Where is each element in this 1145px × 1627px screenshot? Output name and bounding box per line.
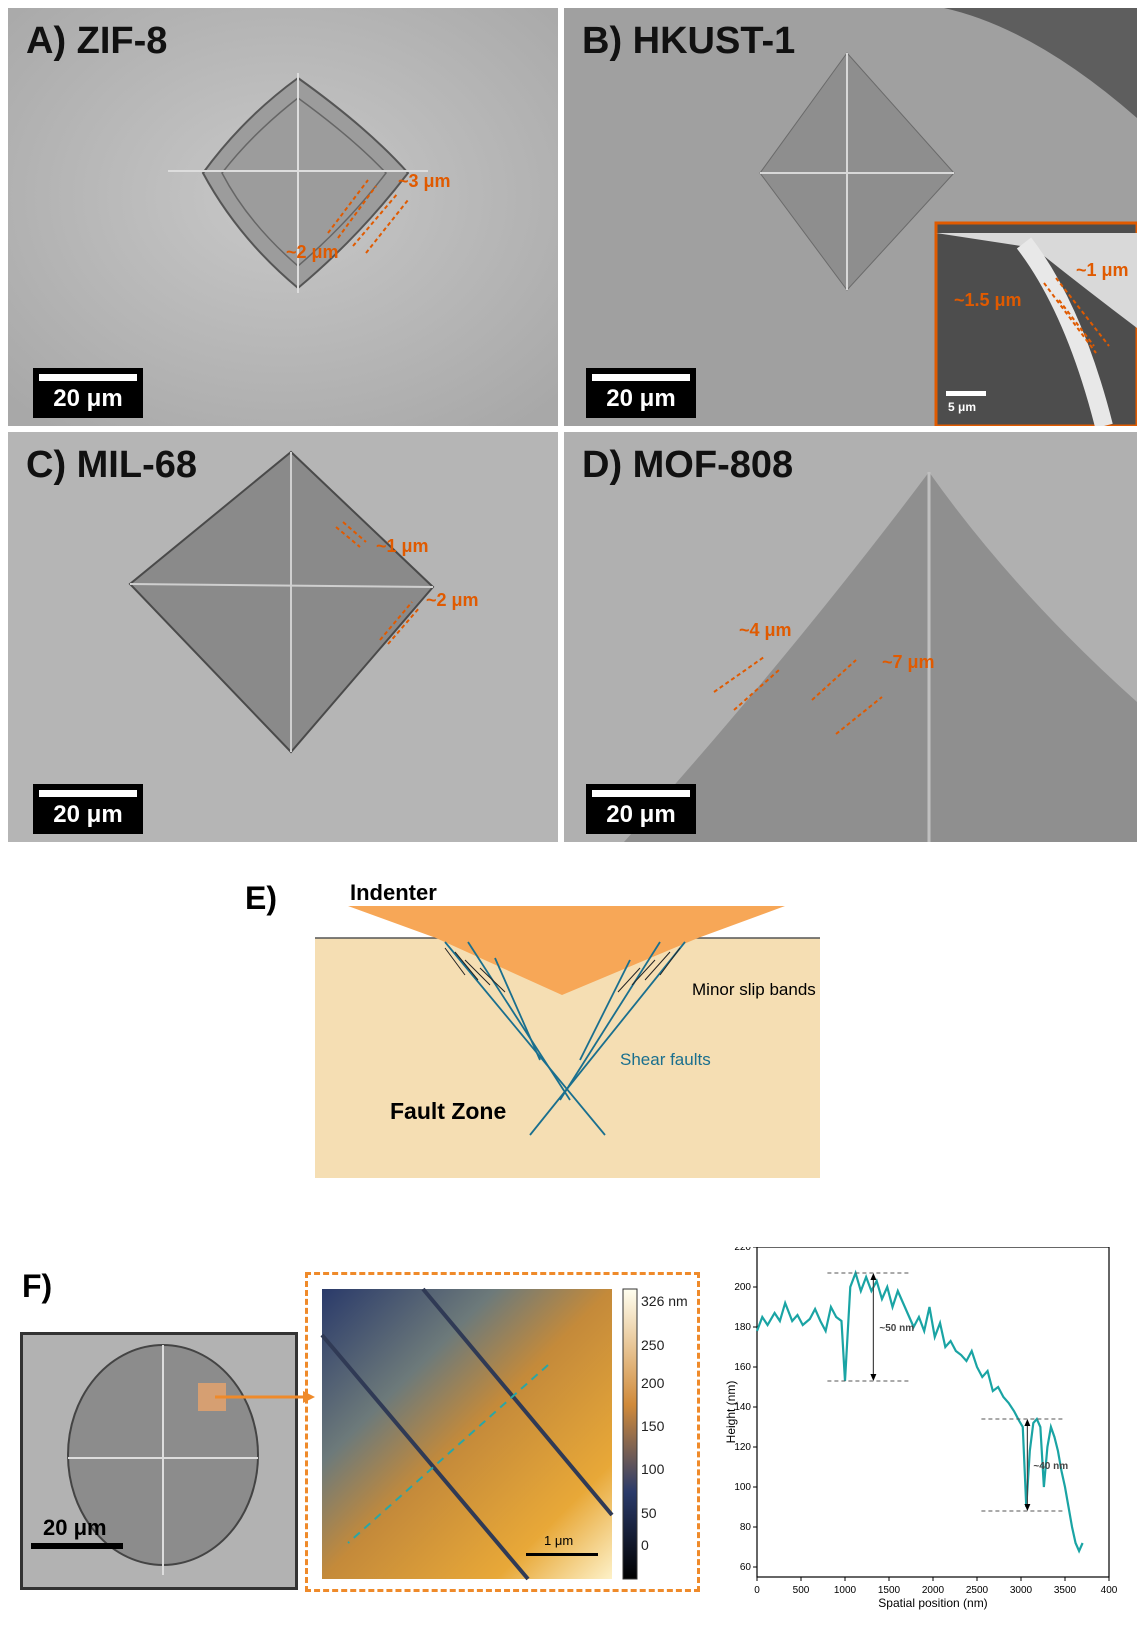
panel-c-micrograph (8, 432, 558, 842)
x-axis-label: Spatial position (nm) (878, 1596, 987, 1610)
colorbar-tick-label: 326 nm (641, 1293, 688, 1309)
[object Object]: annotation-arrowhead (1024, 1419, 1031, 1426)
panel-a-micrograph (8, 8, 558, 426)
afm-height-map (320, 1287, 638, 1581)
panel-f-afm: 1 μm 326 nm 250 200 150 100 50 0 (305, 1272, 700, 1592)
panel-c-annotation-1: ~1 μm (376, 536, 429, 556)
panel-b-title: B) HKUST-1 (582, 20, 796, 62)
panel-b-inset-annotation-1: ~1 μm (1076, 260, 1129, 280)
y-tick-label: 200 (734, 1282, 751, 1293)
shear-fault-lines (444, 941, 686, 1136)
colorbar-tick-label: 200 (641, 1375, 665, 1391)
panel-d-scale-bar: 20 μm (586, 784, 696, 834)
panel-a-annotation-2: ~2 μm (286, 242, 339, 262)
panel-b-scale-bar: 20 μm (586, 368, 696, 418)
panel-c-annotation-2: ~2 μm (426, 590, 479, 610)
panel-f-sem-scale-label: 20 μm (43, 1515, 107, 1540)
x-tick-label: 0 (754, 1585, 760, 1596)
schematic-diagram (315, 906, 820, 1178)
y-tick-label: 100 (734, 1482, 751, 1493)
annotation-arrowhead (870, 1374, 877, 1381)
panel-a-annotation-1: ~3 μm (398, 171, 451, 191)
indenter-shape (348, 906, 785, 995)
panel-d: D) MOF-808 ~4 μm ~7 μm 20 μm (564, 432, 1137, 842)
panel-b-inset-scale-label: 5 μm (948, 400, 977, 414)
panel-d-title: D) MOF-808 (582, 444, 794, 486)
x-tick-label: 1000 (834, 1585, 857, 1596)
panel-c-title: C) MIL-68 (26, 444, 197, 486)
y-tick-label: 120 (734, 1442, 751, 1453)
panel-e-label: E) (245, 880, 277, 916)
colorbar-tick-label: 50 (641, 1505, 657, 1521)
minor-slip-band-lines (444, 947, 681, 993)
panel-a: A) ZIF-8 ~3 μm ~2 μm 20 μm (8, 8, 558, 426)
colorbar-tick-label: 0 (641, 1537, 649, 1553)
[object Object]: annotation-arrowhead (870, 1273, 877, 1280)
panel-a-scale-bar: 20 μm (33, 368, 143, 418)
x-tick-label: 2500 (966, 1585, 989, 1596)
panel-b: B) HKUST-1 ~1 μm ~1.5 μm 5 μm 20 μm (564, 8, 1137, 426)
annotation-label: ~40 nm (1033, 1461, 1068, 1472)
connector-arrow (215, 1391, 315, 1403)
y-tick-label: 140 (734, 1402, 751, 1413)
x-tick-label: 400 (1101, 1585, 1118, 1596)
shear-faults-label: Shear faults (620, 1050, 711, 1069)
x-tick-label: 1500 (878, 1585, 901, 1596)
x-tick-label: 2000 (922, 1585, 945, 1596)
x-tick-label: 3500 (1054, 1585, 1077, 1596)
panel-a-title: A) ZIF-8 (26, 20, 168, 62)
colorbar-tick-label: 150 (641, 1418, 665, 1434)
panel-b-micrograph (564, 8, 1137, 426)
y-tick-label: 80 (740, 1522, 752, 1533)
y-tick-label: 160 (734, 1362, 751, 1373)
plot-frame (756, 1247, 1110, 1578)
x-tick-label: 500 (793, 1585, 810, 1596)
panel-d-micrograph (564, 432, 1137, 842)
panel-c: C) MIL-68 ~1 μm ~2 μm 20 μm (8, 432, 558, 842)
annotation-label: ~50 nm (879, 1323, 914, 1334)
panel-f-label: F) (22, 1268, 53, 1304)
panel-e: E) Indenter Minor slip bands Shear fault… (240, 880, 860, 1220)
y-axis-label: Height (nm) (725, 1381, 738, 1444)
indenter-label: Indenter (350, 880, 437, 905)
y-tick-label: 60 (740, 1562, 752, 1573)
fault-zone-label: Fault Zone (390, 1098, 507, 1124)
afm-scale-label: 1 μm (544, 1533, 574, 1548)
panel-d-annotation-2: ~7 μm (882, 652, 935, 672)
panel-b-inset-annotation-2: ~1.5 μm (954, 290, 1022, 310)
panel-d-annotation-1: ~4 μm (739, 620, 792, 640)
y-tick-label: 220 (734, 1247, 751, 1253)
colorbar-tick-label: 250 (641, 1337, 665, 1353)
colorbar-tick-label: 100 (641, 1461, 665, 1477)
panel-c-scale-bar: 20 μm (33, 784, 143, 834)
panel-f-sem-image (23, 1335, 295, 1587)
y-tick-label: 180 (734, 1322, 751, 1333)
annotation-arrowhead (1024, 1504, 1031, 1511)
x-tick-label: 3000 (1010, 1585, 1033, 1596)
panel-f-sem: 20 μm (20, 1332, 298, 1590)
height-profile-line (755, 1269, 1084, 1554)
minor-slip-bands-label: Minor slip bands (692, 980, 816, 999)
height-profile-chart: 0 500 1000 1500 2000 2500 3000 3500 400 60 80 100 12… (725, 1247, 1118, 1610)
